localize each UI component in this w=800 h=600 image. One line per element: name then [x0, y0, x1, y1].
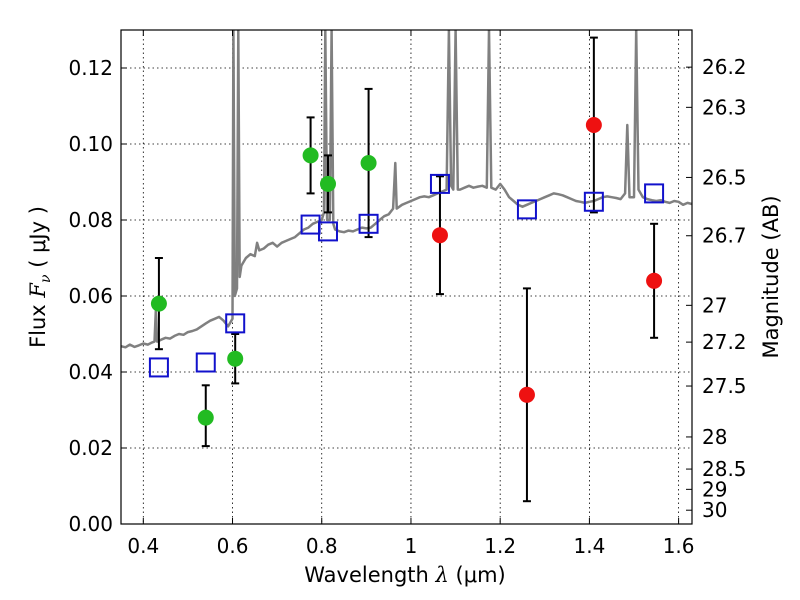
y-tick-label: 0.06 [68, 284, 113, 308]
magnitude-tick-label: 27.2 [702, 330, 747, 354]
x-tick-label: 0.8 [306, 534, 338, 558]
model-photometry-square [195, 352, 216, 373]
nir-detection-point [431, 227, 448, 244]
model-photometry-square [148, 357, 169, 378]
y-tick-label: 0.00 [68, 512, 113, 536]
magnitude-tick-label: 27.5 [702, 374, 747, 398]
magnitude-tick-label: 26.5 [702, 165, 747, 189]
nir-detection-point [518, 386, 535, 403]
x-tick-label: 1 [405, 534, 418, 558]
magnitude-axis-label: Magnitude (AB) [759, 195, 783, 358]
x-tick-label: 1.6 [663, 534, 695, 558]
y-tick-label: 0.12 [68, 56, 113, 80]
optical-detection-point [302, 147, 319, 164]
optical-detection-point [150, 295, 167, 312]
optical-detection-point [197, 409, 214, 426]
model-photometry-square [583, 191, 604, 212]
model-photometry-square [644, 183, 665, 204]
y-axis-label: Flux Fν ( μJy ) [26, 206, 54, 348]
optical-detection-point [227, 350, 244, 367]
magnitude-tick-label: 26.2 [702, 55, 747, 79]
model-spectrum-line [121, 30, 692, 349]
x-tick-label: 1.4 [573, 534, 605, 558]
magnitude-tick-label: 26.3 [702, 95, 747, 119]
model-photometry-square [429, 173, 450, 194]
magnitude-tick-label: 26.7 [702, 224, 747, 248]
plot-frame [120, 29, 693, 525]
magnitude-tick-label: 29 [702, 477, 727, 501]
nir-detection-point [646, 272, 663, 289]
y-tick-label: 0.10 [68, 132, 113, 156]
model-photometry-square [358, 213, 379, 234]
magnitude-tick-label: 28.5 [702, 457, 747, 481]
axes: 0.4 0.6 0.8 1 1.2 1.4 1.6 0.00 0.02 0.04 0.06 0.08 0… [68, 29, 747, 558]
magnitude-tick-label: 30 [702, 498, 727, 522]
nir-detection-point [585, 117, 602, 133]
magnitude-tick-label: 28 [702, 425, 727, 449]
model-photometry-square [225, 313, 246, 334]
y-tick-label: 0.02 [68, 436, 113, 460]
plot-area [121, 30, 692, 503]
x-tick-label: 1.2 [484, 534, 516, 558]
y-tick-label: 0.08 [68, 208, 113, 232]
x-axis-label: Wavelength λ (μm) [304, 563, 505, 587]
x-tick-label: 0.4 [127, 534, 159, 558]
x-tick-label: 0.6 [217, 534, 249, 558]
model-photometry-square [317, 221, 338, 242]
grid [121, 30, 692, 525]
y-tick-label: 0.04 [68, 360, 113, 384]
optical-detection-point [360, 155, 377, 171]
optical-detection-point [319, 175, 336, 192]
model-photometry-square [516, 199, 537, 220]
magnitude-tick-label: 27 [702, 293, 727, 317]
